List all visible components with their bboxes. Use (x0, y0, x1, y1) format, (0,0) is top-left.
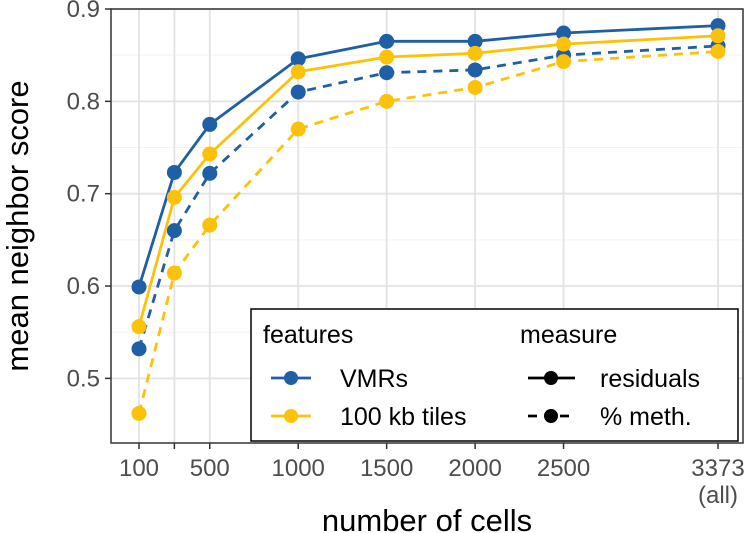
x-axis-title: number of cells (322, 503, 532, 533)
data-point (202, 217, 218, 233)
legend-key-tiles (271, 409, 311, 423)
data-point (556, 36, 572, 52)
legend-label-residuals: residuals (600, 365, 700, 393)
legend-label-tiles: 100 kb tiles (340, 403, 466, 431)
y-tick-label: 0.8 (67, 88, 100, 115)
legend-label-vmrs: VMRs (340, 365, 408, 393)
series-line (137, 50, 719, 414)
x-tick-label: 2500 (537, 455, 590, 482)
data-point (467, 62, 483, 78)
data-point (202, 116, 218, 132)
legend-key-vmrs (271, 371, 311, 385)
data-point (710, 43, 726, 59)
legend-key-residuals (528, 371, 575, 385)
legend-features-title: features (263, 321, 353, 349)
y-tick-label: 0.5 (67, 365, 100, 392)
legend-key-tiles-marker (284, 409, 298, 423)
plot-border (110, 8, 744, 444)
legend-key-vmrs-marker (284, 371, 298, 385)
x-tick-label: 1000 (272, 455, 325, 482)
data-point (290, 64, 306, 80)
data-point (556, 25, 572, 41)
data-point (467, 79, 483, 95)
x-tick-label: 500 (190, 455, 230, 482)
series-line (137, 44, 719, 350)
series-points (131, 18, 726, 421)
series-lines (137, 24, 719, 414)
data-point (166, 265, 182, 281)
legend: features measure VMRs 100 kb tiles resid… (250, 308, 739, 442)
y-tick-label: 0.7 (67, 181, 100, 208)
data-point (202, 165, 218, 181)
x-tick-label: 1500 (360, 455, 413, 482)
x-tick-label: 3373 (691, 455, 744, 482)
data-point (467, 45, 483, 61)
data-point (290, 84, 306, 100)
data-point (467, 33, 483, 49)
data-point (166, 164, 182, 180)
y-axis: 0.5 0.6 0.7 0.8 0.9 (67, 0, 111, 392)
data-point (556, 54, 572, 70)
x-tick-sublabel: (all) (698, 482, 738, 509)
y-tick-label: 0.6 (67, 273, 100, 300)
series-line (137, 34, 719, 328)
legend-measure-title: measure (520, 321, 617, 349)
data-point (379, 49, 395, 65)
data-point (379, 65, 395, 81)
x-tick-label: 2000 (448, 455, 501, 482)
data-point (131, 405, 147, 421)
data-point (202, 146, 218, 162)
data-point (710, 28, 726, 44)
data-point (131, 319, 147, 335)
x-axis: 100 500 1000 1500 2000 2500 3373(all) (119, 443, 745, 509)
data-point (166, 189, 182, 205)
legend-label-meth: % meth. (600, 403, 692, 431)
legend-key-meth-marker (544, 409, 558, 423)
legend-box (250, 308, 739, 442)
data-point (166, 223, 182, 239)
data-point (131, 279, 147, 295)
legend-key-residuals-marker (544, 371, 558, 385)
data-point (131, 341, 147, 357)
legend-key-meth (528, 409, 575, 423)
x-tick-label: 100 (119, 455, 159, 482)
y-axis-title: mean neighbor score (0, 80, 35, 371)
data-point (379, 33, 395, 49)
series-line (137, 24, 719, 288)
data-point (290, 121, 306, 137)
data-point (290, 51, 306, 67)
data-point (379, 93, 395, 109)
y-tick-label: 0.9 (67, 0, 100, 23)
